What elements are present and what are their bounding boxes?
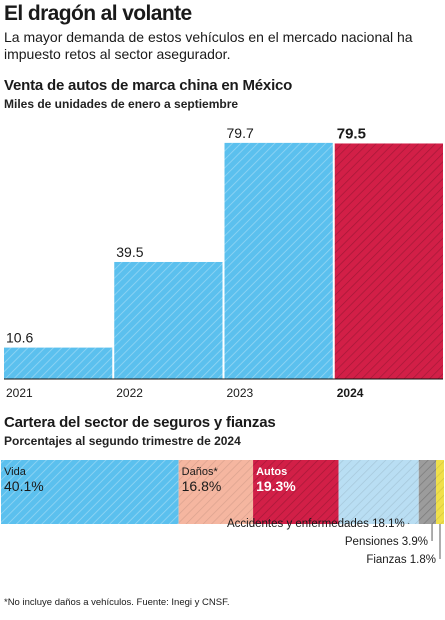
segment-hatch-1: [178, 460, 254, 524]
bar-hatch-2021: [4, 347, 113, 379]
segment-callout-label: Pensiones 3.9%: [345, 536, 428, 548]
footnote: *No incluye daños a vehículos. Fuente: I…: [4, 597, 230, 608]
lede-text: La mayor demanda de estos vehículos en e…: [4, 29, 413, 62]
bar-chart-subtitle: Miles de unidades de enero a septiembre: [4, 97, 239, 111]
segment-hatch-2: [253, 460, 339, 524]
bar-value-label: 39.5: [116, 244, 143, 260]
segment-hatch-4: [418, 460, 437, 524]
bar-hatch-2022: [114, 261, 223, 379]
main-title: El dragón al volante: [4, 2, 192, 25]
segment-callout-label: Accidentes y enfermedades 18.1%: [227, 518, 405, 530]
segment-chart-title: Cartera del sector de seguros y fianzas: [4, 414, 276, 431]
bar-hatch-2024: [334, 143, 443, 379]
segment-value: 40.1%: [4, 478, 44, 494]
segment-label: Vida: [4, 466, 27, 478]
segment-hatch-5: [436, 460, 444, 524]
bar-category-label: 2021: [6, 386, 33, 400]
bar-hatch-2023: [224, 142, 333, 379]
bar-value-label: 10.6: [6, 330, 33, 346]
bar-category-label: 2024: [337, 386, 364, 400]
bar-chart: 10.6 2021 39.5 2022 79.7 2023 79.5 2024: [4, 125, 443, 400]
segment-label: Daños*: [182, 466, 219, 478]
bar-chart-title: Venta de autos de marca china en México: [4, 77, 293, 94]
segment-callout-label: Fianzas 1.8%: [366, 554, 436, 566]
segment-value: 16.8%: [182, 478, 222, 494]
segment-hatch-3: [338, 460, 419, 524]
bar-value-label: 79.7: [227, 125, 254, 141]
bar-category-label: 2022: [116, 386, 143, 400]
segment-value: 19.3%: [256, 478, 296, 494]
segment-label: Autos: [256, 466, 287, 478]
bar-category-label: 2023: [227, 386, 254, 400]
bar-value-label: 79.5: [337, 125, 366, 142]
segment-hatch-0: [1, 460, 179, 524]
segment-chart-subtitle: Porcentajes al segundo trimestre de 2024: [4, 434, 241, 448]
